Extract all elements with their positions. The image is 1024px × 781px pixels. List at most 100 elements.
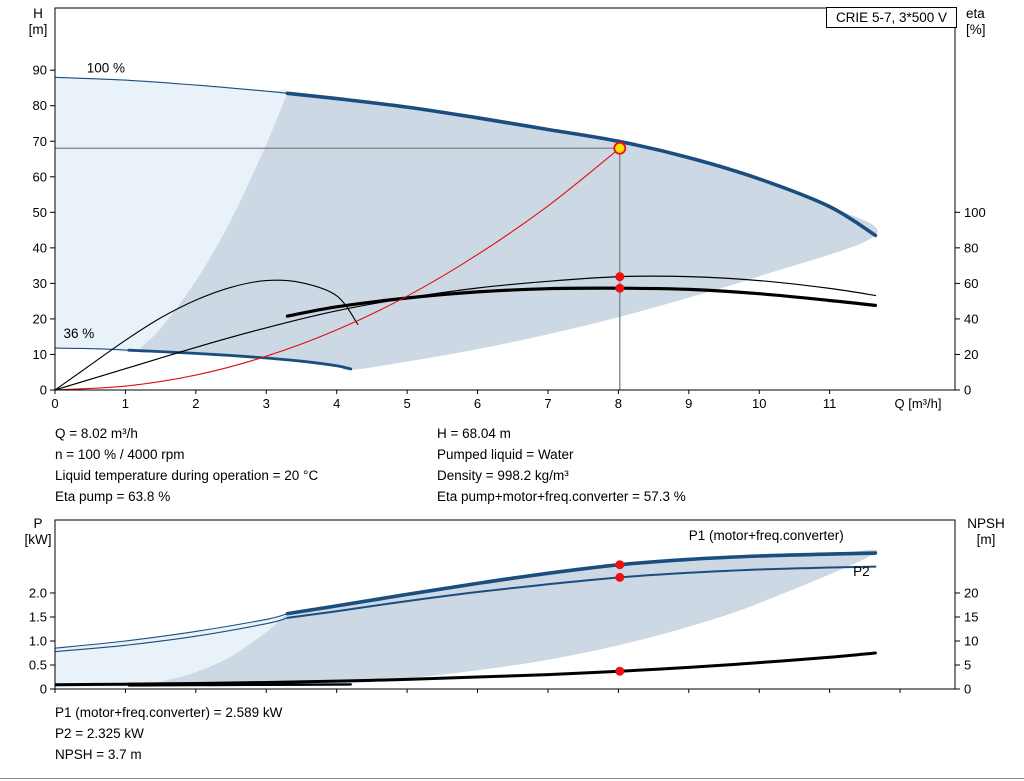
x-tick-label: 6 [474,396,481,411]
y-left-tick-label: 1.0 [29,633,47,648]
x-tick-label: 3 [263,396,270,411]
x-tick-label: 7 [544,396,551,411]
pump-curve-36-ext [55,347,130,351]
duty-info-right: H = 68.04 m Pumped liquid = Water Densit… [437,423,686,507]
speed-100-label: 100 % [87,61,125,76]
p-axis-title-unit: [kW] [24,532,52,547]
y-left-tick-label: 50 [33,205,47,220]
x-tick-label: 9 [685,396,692,411]
x-tick-label: 8 [615,396,622,411]
y-right-tick-label: 100 [964,205,986,220]
y-left-tick-label: 70 [33,134,47,149]
y-right-tick-label: 0 [964,383,971,398]
y-left-tick-label: 1.5 [29,609,47,624]
npsh-axis-title-symbol: NPSH [967,516,1005,531]
y-right-tick-label: 40 [964,311,978,326]
x-tick-label: 5 [403,396,410,411]
duty-info-line: Pumped liquid = Water [437,447,574,462]
npsh-axis-title: NPSH [m] [958,516,1014,548]
p2-point [615,572,625,582]
npsh-36-curve [127,683,352,687]
power-info: P1 (motor+freq.converter) = 2.589 kW P2 … [55,702,282,765]
bottom-divider [0,778,1024,779]
eta-pump-point [615,272,625,282]
power-envelope [139,549,878,687]
y-left-tick-label: 90 [33,63,47,78]
x-tick-label: 11 [823,396,837,411]
p1-curve [285,551,878,616]
pump-curve-100-ext [55,76,288,94]
y-right-tick-label: 0 [964,682,971,697]
eta-total-point [615,283,625,293]
hq-chart-frame [54,7,956,391]
y-left-tick-label: 20 [33,311,47,326]
pump-curve-36 [127,348,353,371]
duty-info-line: Eta pump = 63.8 % [55,489,171,504]
npsh-point [615,666,625,676]
y-left-tick-label: 0 [40,383,47,398]
npsh-axis-title-unit: [m] [976,532,996,547]
eta-pump-curve [55,275,876,390]
duty-info-line: Q = 8.02 m³/h [55,426,138,441]
p-axis-title: P [kW] [16,516,60,548]
x-tick-label: 0 [51,396,58,411]
y-right-tick-label: 15 [964,609,978,624]
y-left-tick-label: 2.0 [29,585,47,600]
pale-region [55,77,288,353]
p2-curve [286,565,877,619]
y-right-tick-label: 80 [964,240,978,255]
duty-info-line: H = 68.04 m [437,426,511,441]
p1-point [615,560,625,570]
duty-info-line: n = 100 % / 4000 rpm [55,447,185,462]
eta-axis-title: eta [%] [962,6,1010,38]
duty-point [613,141,627,155]
y-right-tick-label: 60 [964,276,978,291]
y-right-tick-label: 5 [964,657,971,672]
eta-axis-title-unit: [%] [966,22,986,37]
y-left-tick-label: 80 [33,98,47,113]
operating-envelope [139,93,878,370]
npsh-curve [55,651,877,687]
y-right-tick-label: 20 [964,347,978,362]
eta-total-curve [285,286,877,318]
y-left-tick-label: 0 [40,682,47,697]
duty-info-line: Eta pump+motor+freq.converter = 57.3 % [437,489,686,504]
y-right-tick-label: 20 [964,585,978,600]
p2-curve-label: P2 [853,564,870,579]
speed-36-label: 36 % [63,326,94,341]
power-npsh-chart-frame [54,519,956,690]
h-axis-title-symbol: H [33,6,43,21]
hq-chart: 0 1 2 3 4 5 6 7 8 9 10 11 Q [m³/h] 0 10 20 30 40 50 60 70 80 9… [33,7,986,411]
p1-curve-label: P1 (motor+freq.converter) [689,528,844,543]
x-tick-label: 2 [192,396,199,411]
p-axis-title-symbol: P [33,516,43,531]
pale-region [55,613,288,687]
h-axis-title: H [m] [18,6,58,38]
y-left-tick-label: 60 [33,169,47,184]
y-left-tick-label: 0.5 [29,657,47,672]
eta-pump-36-curve [55,279,359,390]
y-right-tick-label: 10 [964,633,978,648]
pump-type-box: CRIE 5-7, 3*500 V [825,7,957,28]
power-info-line: P2 = 2.325 kW [55,726,144,741]
y-left-tick-label: 10 [33,347,47,362]
speed-control-curve [55,147,621,390]
x-tick-label: 10 [752,396,766,411]
p1-curve-ext [55,613,288,649]
x-tick-label: 1 [122,396,129,411]
duty-info-line: Density = 998.2 kg/m³ [437,468,569,483]
duty-info-line: Liquid temperature during operation = 20… [55,468,319,483]
y-left-tick-label: 30 [33,276,47,291]
power-npsh-chart: 0 0.5 1.0 1.5 2.0 0 5 10 15 20 P1 (motor+freq.conv… [29,519,978,697]
pump-curve-100 [285,91,878,238]
x-tick-label: 4 [333,396,340,411]
y-left-tick-label: 40 [33,240,47,255]
h-axis-title-unit: [m] [28,22,48,37]
x-axis-unit-label: Q [m³/h] [895,396,942,411]
eta-axis-title-symbol: eta [966,6,985,21]
power-info-line: NPSH = 3.7 m [55,747,142,762]
p2-curve-ext [55,617,288,653]
power-info-line: P1 (motor+freq.converter) = 2.589 kW [55,705,283,720]
duty-info-left: Q = 8.02 m³/h n = 100 % / 4000 rpm Liqui… [55,423,318,507]
